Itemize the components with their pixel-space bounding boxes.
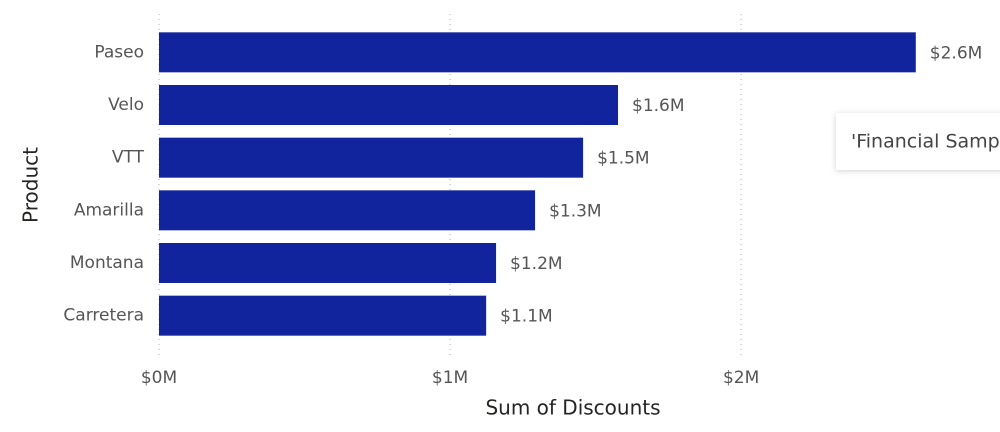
data-label: $2.6M — [930, 43, 983, 63]
data-label: $1.6M — [632, 96, 685, 116]
y-tick-label: Carretera — [63, 306, 144, 326]
y-tick-label: Velo — [108, 95, 144, 115]
tooltip-text: 'Financial Samp — [851, 131, 1000, 153]
x-tick-label: $1M — [432, 368, 468, 388]
data-label: $1.3M — [549, 201, 602, 221]
tooltip-box — [836, 113, 1000, 170]
y-tick-label: Amarilla — [74, 200, 144, 220]
x-axis-title: Sum of Discounts — [485, 396, 660, 420]
y-tick-label: Paseo — [94, 42, 144, 62]
data-label: $1.1M — [500, 307, 553, 327]
bar — [159, 137, 584, 178]
bar — [159, 243, 497, 283]
bar — [159, 85, 619, 125]
x-tick-label: $2M — [723, 368, 759, 388]
bar — [159, 32, 916, 73]
y-tick-label: VTT — [112, 148, 145, 168]
data-label: $1.5M — [597, 149, 650, 169]
x-tick-label: $0M — [141, 368, 177, 388]
y-tick-label: Montana — [70, 253, 144, 273]
tooltip: 'Financial Samp — [836, 113, 1000, 170]
bar — [159, 295, 487, 336]
bar — [159, 190, 536, 231]
y-axis-title: Product — [19, 147, 43, 223]
data-label: $1.2M — [510, 254, 563, 274]
